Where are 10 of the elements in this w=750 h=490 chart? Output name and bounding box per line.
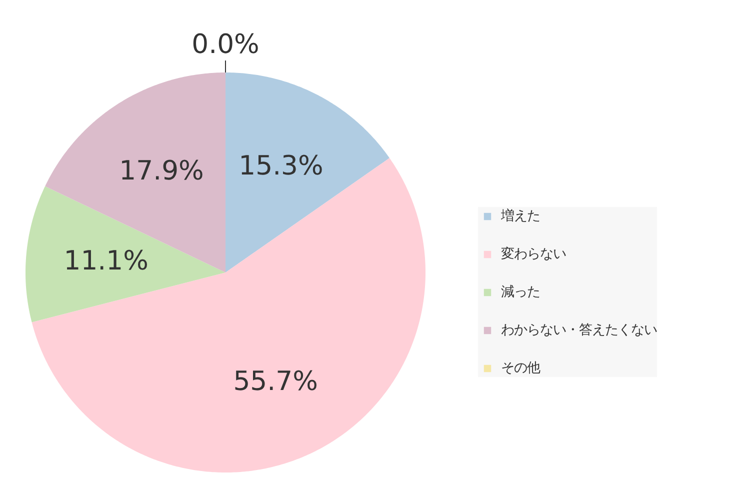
text: 0.0% [192, 29, 260, 60]
legend-label: その他 [501, 360, 540, 377]
data-label: 55.7% [233, 366, 318, 398]
legend-label: 増えた [501, 208, 540, 225]
data-label: 17.9% [119, 155, 204, 186]
legend-label: 変わらない [501, 246, 566, 263]
legend-label: わからない・答えたくない [501, 322, 657, 339]
data-label: 11.1% [64, 245, 148, 276]
data-label: 15.3% [238, 150, 324, 182]
legend-label: 減った [501, 284, 540, 301]
